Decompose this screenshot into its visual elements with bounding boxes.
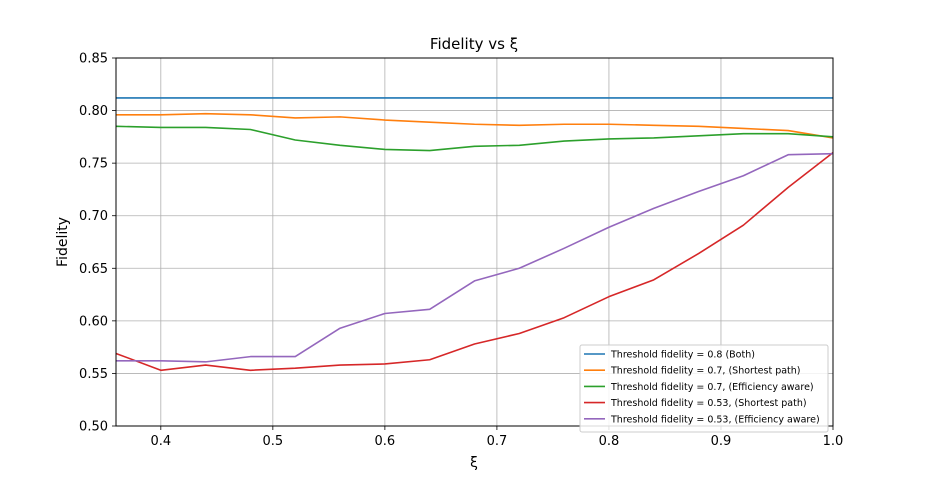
x-tick-label: 0.5 [263,434,284,449]
legend: Threshold fidelity = 0.8 (Both) Threshold… [579,344,829,433]
y-tick-label: 0.65 [79,262,108,277]
y-axis-title: Fidelity [55,217,71,267]
x-tick-label: 0.9 [711,434,732,449]
legend-label: Threshold fidelity = 0.7, (Shortest path… [610,366,801,377]
y-tick-label: 0.80 [79,104,108,119]
y-axis: 0.50 0.55 0.60 0.65 0.70 0.75 0.80 0.85 [79,52,116,435]
series-line-5 [116,152,834,363]
y-tick-label: 0.70 [79,209,108,224]
x-tick-label: 0.8 [599,434,620,449]
legend-box [579,344,829,433]
x-axis-title: ξ [470,455,478,471]
y-tick-label: 0.55 [79,367,108,382]
y-tick-label: 0.85 [79,52,108,67]
legend-label: Threshold fidelity = 0.53, (Shortest pat… [610,398,807,409]
series-line-4 [115,151,834,372]
x-axis: 0.4 0.5 0.6 0.7 0.8 0.9 1.0 [150,426,843,449]
series-layer [115,97,834,372]
grid [116,57,834,427]
legend-label: Threshold fidelity = 0.7, (Efficiency aw… [610,382,814,393]
legend-label: Threshold fidelity = 0.8 (Both) [610,350,755,361]
y-tick-label: 0.50 [79,420,108,435]
x-tick-label: 0.7 [487,434,508,449]
series-line-3 [115,125,834,152]
chart-title: Fidelity vs ξ [430,35,518,53]
plot-frame [115,57,834,427]
x-tick-label: 0.6 [375,434,396,449]
x-tick-label: 0.4 [150,434,171,449]
series-line-2 [116,112,834,139]
x-tick-label: 1.0 [823,434,844,449]
y-tick-label: 0.60 [79,314,108,329]
legend-label: Threshold fidelity = 0.53, (Efficiency a… [610,414,820,425]
y-tick-label: 0.75 [79,157,108,172]
